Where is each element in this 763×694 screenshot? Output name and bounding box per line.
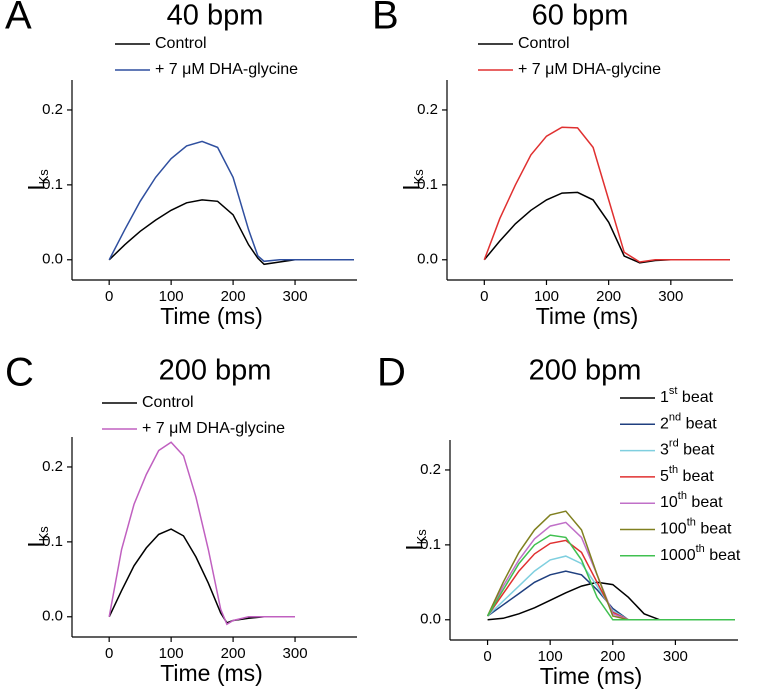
y-tick-label: 0.2: [420, 461, 441, 478]
x-tick-label: 200: [221, 645, 246, 662]
legend-label: 1st beat: [660, 385, 714, 406]
x-tick-label: 0: [480, 288, 488, 305]
x-tick-label: 200: [596, 288, 621, 305]
x-tick-label: 300: [663, 648, 688, 665]
x-tick-label: 300: [283, 645, 308, 662]
legend-label: 3rd beat: [660, 438, 715, 459]
x-tick-label: 300: [658, 288, 683, 305]
legend-label: + 7 μM DHA-glycine: [142, 420, 285, 437]
y-axis-label: IKs: [23, 526, 51, 548]
x-axis-label: Time (ms): [160, 660, 263, 686]
y-tick-label: 0.0: [42, 251, 63, 268]
y-tick-label: 0.1: [420, 536, 441, 553]
legend-label: 2nd beat: [660, 411, 717, 432]
chart-title: 60 bpm: [532, 0, 629, 32]
x-tick-label: 200: [600, 648, 625, 665]
panel-letter: C: [5, 351, 34, 395]
y-tick-label: 0.2: [42, 458, 63, 475]
x-tick-label: 200: [221, 288, 246, 305]
chart-title: 40 bpm: [167, 0, 264, 32]
series-line: [108, 528, 295, 624]
y-tick-label: 0.1: [417, 176, 438, 193]
y-axis-label: IKs: [23, 169, 51, 191]
x-tick-label: 0: [483, 648, 491, 665]
y-tick-label: 0.1: [42, 176, 63, 193]
legend-label: + 7 μM DHA-glycine: [518, 61, 661, 78]
y-axis-label: IKs: [398, 169, 426, 191]
legend-label: 10th beat: [660, 490, 723, 511]
series-line: [486, 534, 735, 621]
x-tick-label: 0: [105, 288, 113, 305]
panel-letter: A: [5, 0, 32, 38]
x-tick-label: 300: [283, 288, 308, 305]
x-axis-label: Time (ms): [536, 303, 639, 329]
x-tick-label: 100: [534, 288, 559, 305]
y-tick-label: 0.0: [420, 611, 441, 628]
legend-label: + 7 μM DHA-glycine: [155, 61, 298, 78]
series-line: [483, 126, 730, 263]
series-line: [108, 140, 354, 263]
legend-label: Control: [142, 394, 194, 411]
x-tick-label: 100: [159, 645, 184, 662]
x-axis-label: Time (ms): [160, 303, 263, 329]
series-line: [483, 191, 730, 264]
x-tick-label: 100: [538, 648, 563, 665]
y-tick-label: 0.0: [42, 608, 63, 625]
x-tick-label: 100: [159, 288, 184, 305]
x-tick-label: 0: [105, 645, 113, 662]
panel-letter: D: [377, 351, 406, 395]
series-line: [108, 441, 295, 626]
y-tick-label: 0.0: [417, 251, 438, 268]
panel-letter: B: [372, 0, 399, 38]
chart-title: 200 bpm: [529, 355, 642, 387]
y-tick-label: 0.1: [42, 533, 63, 550]
legend-label: 5th beat: [660, 464, 714, 485]
series-line: [487, 581, 735, 621]
y-axis-label: IKs: [401, 529, 429, 551]
legend-label: 100th beat: [660, 516, 732, 537]
x-axis-label: Time (ms): [540, 663, 643, 689]
legend-label: 1000th beat: [660, 543, 741, 564]
y-tick-label: 0.2: [417, 101, 438, 118]
legend-label: Control: [518, 35, 570, 52]
y-tick-label: 0.2: [42, 101, 63, 118]
series-line: [108, 199, 354, 266]
chart-title: 200 bpm: [159, 355, 272, 387]
legend-label: Control: [155, 35, 207, 52]
